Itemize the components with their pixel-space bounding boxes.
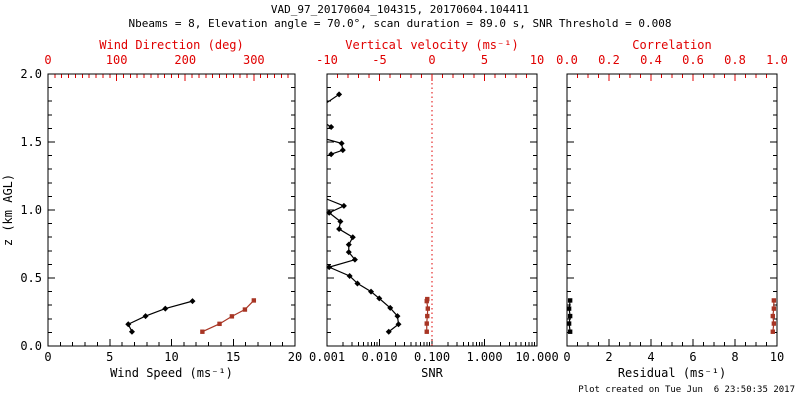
correlation-axis-title: Correlation xyxy=(632,38,712,52)
plot-title: VAD_97_20170604_104315, 20170604.104411 xyxy=(270,3,530,16)
y-tick-label: 0.5 xyxy=(20,271,42,285)
x-tick-label: 1.000 xyxy=(466,350,503,364)
x-top-tick-label: 5 xyxy=(480,53,489,67)
x-tick-label: 0.001 xyxy=(308,350,346,364)
x-top-tick-label: 1.0 xyxy=(766,53,788,67)
y-tick-label: 2.0 xyxy=(20,67,42,81)
x-top-tick-label: 0.0 xyxy=(556,53,578,67)
plot-created-timestamp: Plot created on Tue Jun 6 23:50:35 2017 xyxy=(578,385,795,395)
x-top-tick-label: 0 xyxy=(44,53,52,67)
x-tick-label: 6 xyxy=(689,350,697,364)
y-tick-label: 0.0 xyxy=(20,339,42,353)
x-top-tick-label: 0.8 xyxy=(724,53,746,67)
x-tick-label: 8 xyxy=(731,350,739,364)
x-tick-label: 5 xyxy=(106,350,114,364)
x-top-tick-label: 0.6 xyxy=(682,53,704,67)
x-tick-label: 0 xyxy=(563,350,571,364)
x-tick-label: 20 xyxy=(287,350,303,364)
x-tick-label: 0 xyxy=(44,350,52,364)
x-tick-label: 15 xyxy=(226,350,241,364)
x-tick-label: 2 xyxy=(605,350,613,364)
x-tick-label: 10 xyxy=(769,350,785,364)
x-top-tick-label: 300 xyxy=(242,53,265,67)
x-top-tick-label: -10 xyxy=(316,53,338,67)
x-top-tick-label: -5 xyxy=(372,53,387,67)
wind-speed-axis-title: Wind Speed (ms⁻¹) xyxy=(110,366,233,380)
x-tick-label: 4 xyxy=(647,350,655,364)
wind-direction-axis-title: Wind Direction (deg) xyxy=(99,38,244,52)
residual-axis-title: Residual (ms⁻¹) xyxy=(617,366,727,380)
x-top-tick-label: 0.2 xyxy=(598,53,620,67)
y-tick-label: 1.5 xyxy=(20,135,42,149)
x-tick-label: 10 xyxy=(164,350,179,364)
x-top-tick-label: 10 xyxy=(529,53,545,67)
x-top-tick-label: 0.4 xyxy=(640,53,662,67)
plot-subtitle: Nbeams = 8, Elevation angle = 70.0°, sca… xyxy=(128,17,672,30)
y-tick-label: 1.0 xyxy=(20,203,42,217)
snr-axis-title: SNR xyxy=(421,366,443,380)
x-tick-label: 10.000 xyxy=(515,350,559,364)
x-top-tick-label: 100 xyxy=(105,53,128,67)
x-tick-label: 0.010 xyxy=(361,350,398,364)
x-top-tick-label: 200 xyxy=(174,53,197,67)
x-tick-label: 0.100 xyxy=(413,350,451,364)
vertical-velocity-axis-title: Vertical velocity (ms⁻¹) xyxy=(345,38,519,52)
x-top-tick-label: 0 xyxy=(428,53,436,67)
